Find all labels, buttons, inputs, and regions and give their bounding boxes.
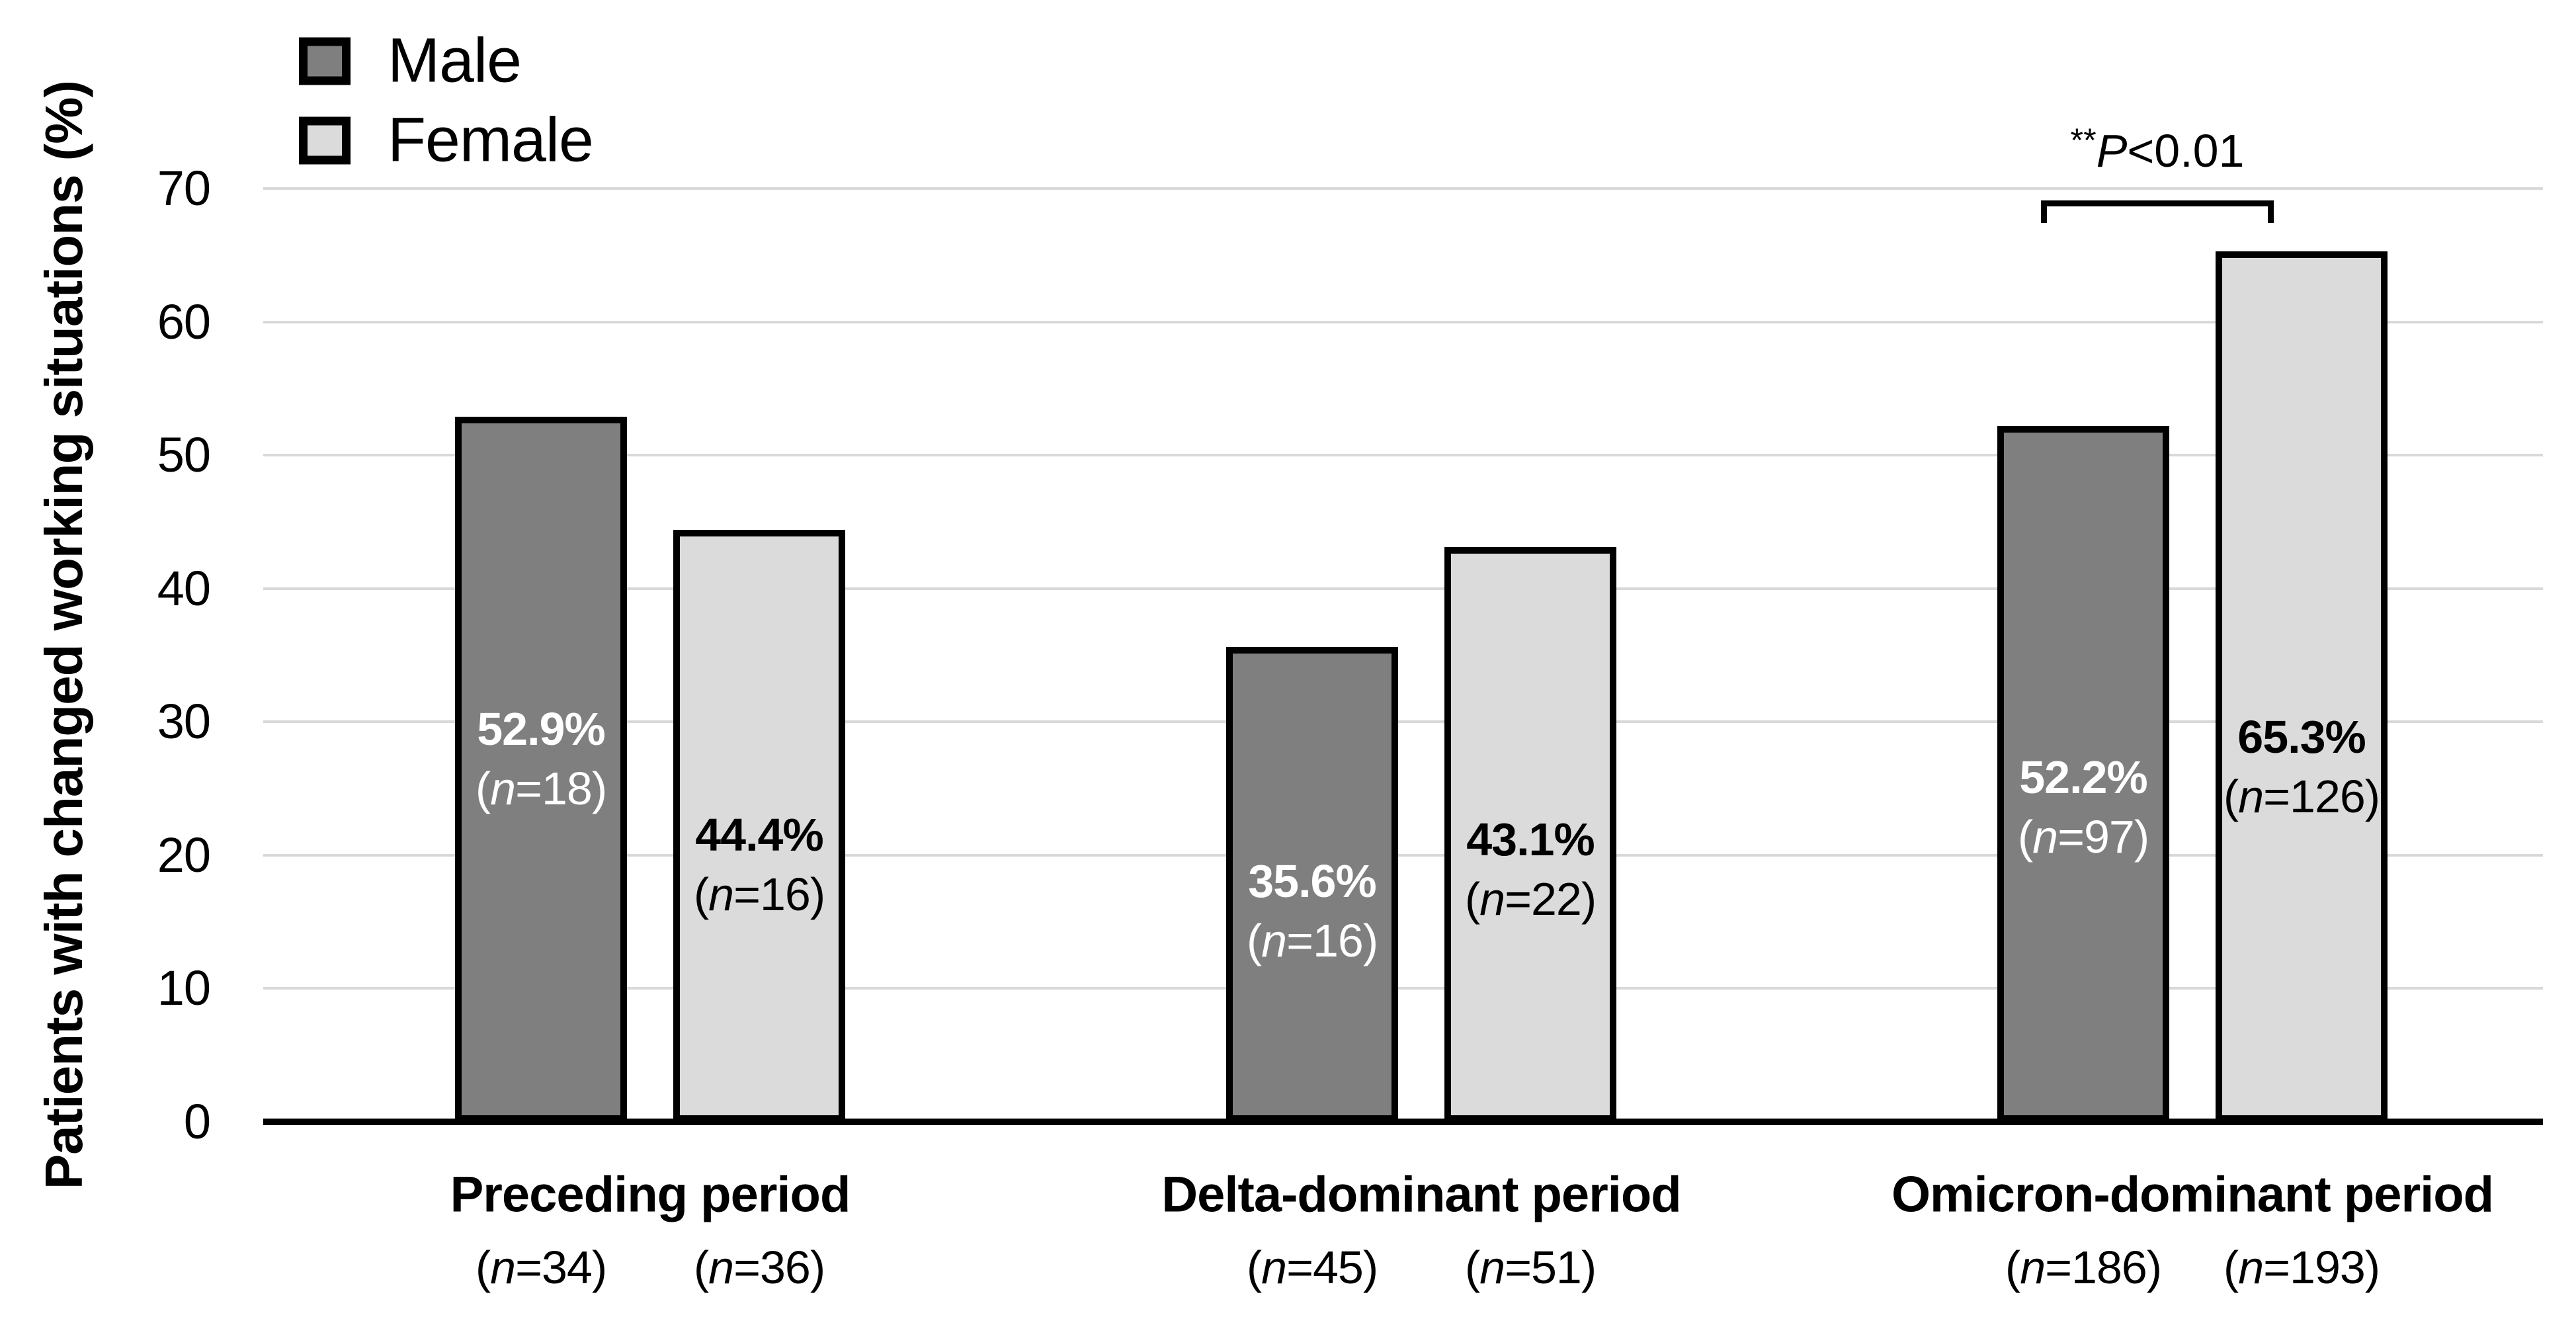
x-axis-line [263,1119,2543,1125]
y-tick-label-20: 20 [157,827,211,882]
gridline-30 [263,720,2543,724]
bar-label-male-preceding-period: 52.9% (n=18) [475,699,607,818]
y-tick-label-10: 10 [157,960,211,1016]
bar-value-label: 35.6% [1248,855,1376,908]
group-n-label-female-omicron-dominant-period: (n=193) [2223,1242,2380,1293]
group-label-preceding-period: Preceding period [450,1166,851,1223]
gridline-60 [263,320,2543,323]
y-tick-label-70: 70 [157,161,211,216]
y-tick-label-50: 50 [157,427,211,483]
legend-swatch-male [299,37,351,85]
bar-n-label: (n=126) [2223,770,2380,822]
bar-male-omicron-dominant-period [1997,425,2169,1122]
group-n-label-male-delta-dominant-period: (n=45) [1246,1242,1378,1293]
significance-label: **P<0.01 [2070,121,2245,177]
y-tick-label-60: 60 [157,294,211,349]
group-n-label-male-omicron-dominant-period: (n=186) [2005,1242,2162,1293]
legend-item-male: Male [299,25,522,96]
legend-label-male: Male [388,25,522,96]
group-label-delta-dominant-period: Delta-dominant period [1161,1166,1681,1223]
bar-value-label: 52.2% [2019,751,2147,804]
bar-n-label: (n=22) [1464,872,1597,925]
bar-label-male-delta-dominant-period: 35.6% (n=16) [1247,851,1378,970]
legend-item-female: Female [299,105,594,175]
y-tick-label-0: 0 [183,1094,211,1149]
gridline-70 [263,187,2543,190]
gridline-40 [263,587,2543,590]
group-n-label-female-delta-dominant-period: (n=51) [1464,1242,1597,1293]
significance-bracket-top [2041,200,2274,206]
bar-male-preceding-period [455,416,627,1122]
significance-bracket-left-tick [2041,200,2047,223]
y-tick-label-40: 40 [157,560,211,616]
y-axis-title: Patients with changed working situations… [34,80,93,1190]
bar-n-label: (n=16) [1246,915,1378,967]
bar-male-delta-dominant-period [1226,647,1398,1122]
bar-female-delta-dominant-period [1444,547,1616,1122]
bar-value-label: 52.9% [477,702,605,755]
group-n-label-female-preceding-period: (n=36) [693,1242,825,1293]
group-n-label-male-preceding-period: (n=34) [475,1242,607,1293]
bar-label-male-omicron-dominant-period: 52.2% (n=97) [2018,747,2149,867]
bar-value-label: 65.3% [2237,710,2366,763]
y-tick-label-30: 30 [157,694,211,749]
gridline-10 [263,987,2543,990]
bar-female-preceding-period [673,530,845,1122]
gridline-50 [263,454,2543,457]
bar-label-female-delta-dominant-period: 43.1% (n=22) [1464,810,1597,929]
bar-female-omicron-dominant-period [2216,251,2388,1122]
bar-n-label: (n=18) [475,762,607,814]
bar-label-female-omicron-dominant-period: 65.3% (n=126) [2223,707,2380,826]
gridline-20 [263,853,2543,857]
legend-label-female: Female [388,105,594,175]
bar-n-label: (n=97) [2017,811,2149,863]
group-label-omicron-dominant-period: Omicron-dominant period [1891,1166,2494,1223]
bar-value-label: 44.4% [695,808,823,861]
significance-bracket-right-tick [2268,200,2274,223]
bar-n-label: (n=16) [693,868,825,920]
bar-value-label: 43.1% [1466,813,1595,865]
bar-label-female-preceding-period: 44.4% (n=16) [694,805,825,924]
legend-swatch-female [299,116,351,164]
